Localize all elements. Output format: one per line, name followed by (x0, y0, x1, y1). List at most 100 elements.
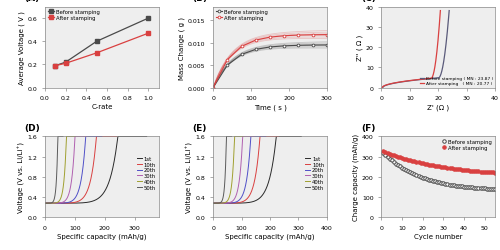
After stamping (480, 170, 486, 173)
30th (210, 202, 216, 205)
20th (69, 200, 75, 202)
50th (220, 196, 226, 199)
30th (252, 135, 258, 138)
Y-axis label: Average Voltage ( V ): Average Voltage ( V ) (18, 11, 25, 85)
30th (230, 200, 236, 202)
Before stamping (401, 168, 407, 171)
50th (60, 135, 66, 138)
40th (210, 202, 216, 205)
30th (72, 135, 78, 138)
X-axis label: Specific capacity (mAh/g): Specific capacity (mAh/g) (57, 233, 146, 239)
Text: (A): (A) (24, 0, 40, 4)
After stamping (52, 65, 59, 68)
20th (83, 135, 89, 138)
Legend: 1st, 10th, 20th, 30th, 40th, 50th: 1st, 10th, 20th, 30th, 40th, 50th (137, 156, 156, 190)
50th (221, 188, 227, 192)
1st (274, 135, 280, 138)
40th (240, 135, 246, 138)
1st (258, 196, 264, 199)
After stamping (210, 87, 216, 90)
50th (50, 200, 56, 202)
After stamping (146, 32, 152, 35)
After stamping (393, 155, 399, 158)
Line: 1st: 1st (213, 137, 301, 203)
Line: After stamping: After stamping (382, 150, 496, 175)
40th (60, 188, 66, 192)
X-axis label: C-rate: C-rate (91, 104, 112, 110)
After stamping   ( MN : 20.77 ): (0.416, 0.382): 20.77 ): (0.416, 0.382) (380, 86, 386, 89)
After stamping   ( MN : 20.77 ): (18.2, 6.28): 20.77 ): (18.2, 6.28) (430, 74, 436, 77)
50th (224, 135, 230, 138)
1st (115, 135, 121, 138)
40th (71, 135, 77, 138)
10th (84, 188, 90, 192)
40th (72, 135, 78, 138)
X-axis label: Specific capacity (mAh/g): Specific capacity (mAh/g) (225, 233, 315, 239)
Text: (E): (E) (192, 124, 207, 133)
Line: 50th: 50th (45, 137, 63, 203)
After stamping (267, 36, 273, 40)
20th (236, 200, 242, 202)
After stamping (324, 34, 330, 37)
50th (52, 196, 58, 199)
Y-axis label: Z'' ( Ω ): Z'' ( Ω ) (356, 35, 363, 61)
50th (50, 200, 56, 202)
20th (235, 200, 241, 202)
50th (219, 200, 225, 202)
10th (42, 202, 48, 205)
20th (262, 135, 268, 138)
40th (224, 200, 230, 202)
30th (83, 135, 89, 138)
10th (114, 135, 120, 138)
20th (210, 202, 216, 205)
Line: Before stamping: Before stamping (212, 44, 328, 90)
After stamping   ( MN : 20.77 ): (19.8, 21): 20.77 ): (19.8, 21) (434, 44, 440, 47)
20th (76, 188, 82, 192)
Legend: Before stamping, After stamping: Before stamping, After stamping (216, 10, 268, 21)
50th (56, 135, 62, 138)
Before stamping (393, 162, 399, 166)
20th (70, 200, 75, 202)
30th (76, 135, 82, 138)
Line: 30th: 30th (213, 137, 254, 203)
Before stamping (296, 44, 302, 48)
30th (250, 135, 256, 138)
Before stamping (492, 188, 498, 191)
X-axis label: Cycle number: Cycle number (414, 233, 463, 239)
Line: 1st: 1st (45, 137, 146, 203)
1st (296, 135, 302, 138)
After stamping (94, 52, 100, 55)
10th (249, 188, 255, 192)
30th (84, 135, 90, 138)
20th (88, 135, 94, 138)
After stamping (401, 158, 407, 160)
Before stamping (422, 177, 428, 180)
20th (42, 202, 48, 205)
40th (64, 135, 70, 138)
50th (52, 188, 59, 192)
20th (254, 135, 260, 138)
10th (257, 135, 263, 138)
Line: 20th: 20th (45, 137, 102, 203)
Before stamping ( MN : 23.87 ): (20.9, 6.54): 23.87 ): (20.9, 6.54) (438, 74, 444, 76)
Before stamping ( MN : 23.87 ): (22.7, 21.2): 23.87 ): (22.7, 21.2) (443, 44, 449, 47)
Legend: Before stamping, After stamping: Before stamping, After stamping (442, 139, 492, 150)
Line: After stamping: After stamping (212, 34, 328, 90)
Line: After stamping   ( MN : 20.77 ): After stamping ( MN : 20.77 ) (382, 12, 440, 88)
10th (242, 200, 248, 202)
40th (228, 188, 234, 192)
Before stamping (224, 64, 230, 67)
Text: (B): (B) (192, 0, 208, 4)
50th (210, 202, 216, 205)
10th (210, 202, 216, 205)
10th (276, 135, 281, 138)
1st (252, 200, 258, 202)
20th (238, 196, 244, 199)
30th (234, 188, 240, 192)
Before stamping ( MN : 23.87 ): (21.1, 7.17): 23.87 ): (21.1, 7.17) (438, 72, 444, 75)
Before stamping (380, 152, 386, 154)
Before stamping (146, 18, 152, 20)
50th (228, 135, 234, 138)
Line: 20th: 20th (213, 137, 266, 203)
40th (56, 200, 62, 202)
